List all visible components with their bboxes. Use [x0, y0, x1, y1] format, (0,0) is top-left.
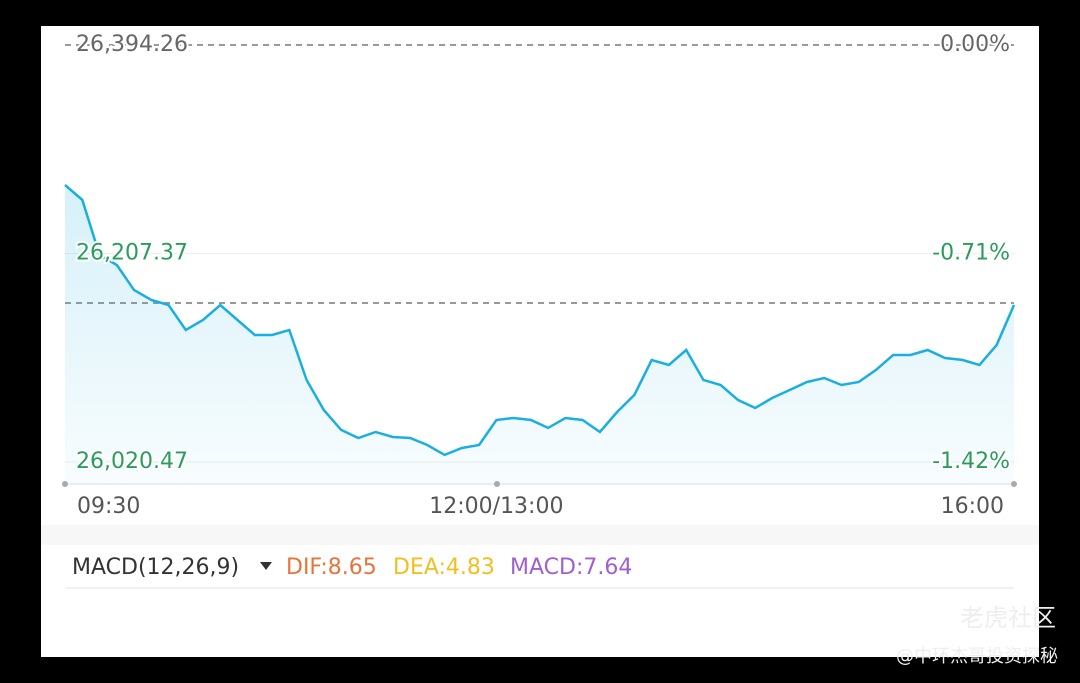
x-tick-label: 09:30 — [77, 494, 140, 519]
price-line — [64, 184, 1016, 457]
y-tick-label: 26,394.26 — [76, 32, 188, 57]
y2-tick-label: 0.00% — [940, 32, 1010, 57]
separator — [41, 525, 1039, 545]
dif-label: DIF:8.65 — [286, 555, 377, 580]
y2-tick-label: -0.71% — [932, 241, 1010, 266]
x-tick-label: 12:00/13:00 — [429, 494, 563, 519]
dropdown-icon[interactable] — [260, 562, 272, 570]
watermark-brand: 老虎社区 — [960, 604, 1056, 632]
indicator-name[interactable]: MACD(12,26,9) — [72, 555, 239, 580]
dea-label: DEA:4.83 — [393, 555, 495, 580]
y-tick-label: 26,207.37 — [76, 240, 188, 265]
macd-label: MACD:7.64 — [510, 555, 632, 580]
y-tick-label: 26,020.47 — [76, 449, 188, 474]
x-tick-label: 16:00 — [941, 494, 1004, 519]
y2-tick-label: -1.42% — [932, 449, 1010, 474]
watermark-author: @中环杰哥投资探秘 — [896, 646, 1058, 667]
area — [65, 185, 1014, 484]
